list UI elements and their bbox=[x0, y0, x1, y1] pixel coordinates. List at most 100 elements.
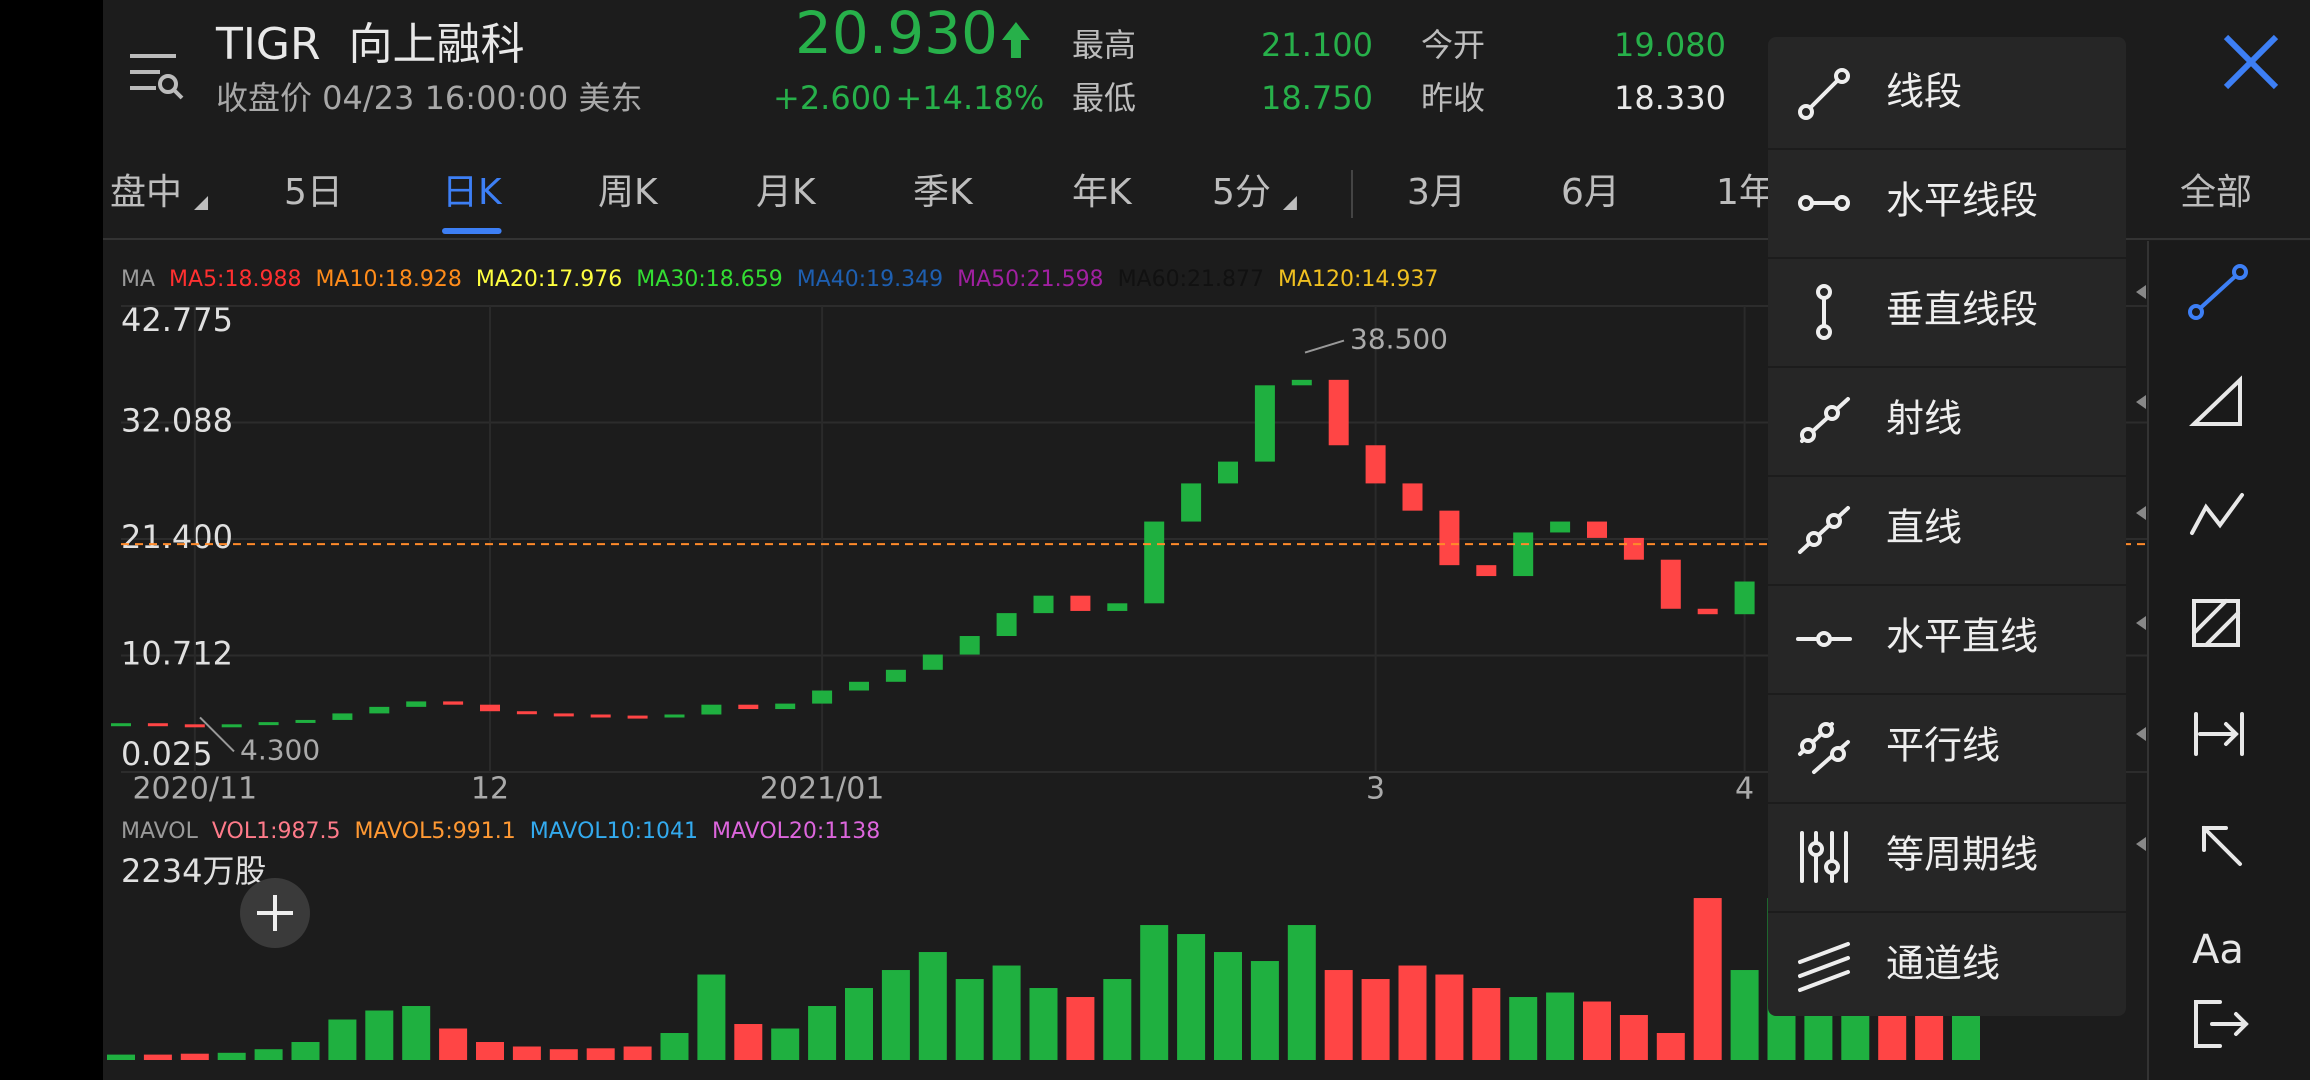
tool-icon[interactable] bbox=[2189, 375, 2242, 426]
tool-icon[interactable] bbox=[2194, 270, 2242, 314]
volume-bar bbox=[1583, 1001, 1611, 1060]
tab[interactable]: 日K bbox=[442, 172, 503, 213]
candle bbox=[738, 704, 759, 710]
tab-menu-caret bbox=[194, 196, 209, 210]
tab[interactable]: 季K bbox=[913, 172, 974, 213]
menu-item[interactable]: 水平线段 bbox=[1886, 179, 2038, 223]
tab[interactable]: 周K bbox=[598, 172, 659, 213]
volume-bar bbox=[955, 979, 984, 1060]
menu-item[interactable]: 射线 bbox=[1886, 397, 1962, 441]
legend-item: MA20:17.976 bbox=[476, 267, 622, 292]
x-tick-label: 12 bbox=[471, 772, 509, 807]
icon-dot bbox=[1834, 68, 1850, 84]
menu-item-icon[interactable] bbox=[1798, 68, 1850, 120]
candle bbox=[959, 636, 980, 655]
volume-bar bbox=[1287, 925, 1316, 1060]
menu-item-icon[interactable] bbox=[1816, 284, 1832, 340]
icon-dot bbox=[1808, 841, 1824, 857]
icon-dot bbox=[1798, 195, 1814, 211]
tab[interactable]: 盘中 bbox=[110, 172, 182, 213]
candle bbox=[406, 701, 427, 707]
close-button[interactable] bbox=[2223, 34, 2279, 90]
candle bbox=[701, 704, 722, 715]
candle bbox=[147, 723, 168, 727]
text-tool[interactable]: Aa bbox=[2192, 927, 2244, 973]
tool-icon[interactable] bbox=[2194, 712, 2244, 756]
tab[interactable]: 5分 bbox=[1212, 172, 1271, 213]
icon-dot bbox=[1826, 513, 1842, 529]
volume-bar bbox=[1435, 974, 1464, 1060]
volume-bar bbox=[107, 1054, 135, 1060]
candle bbox=[664, 714, 685, 718]
volume-bar bbox=[1398, 965, 1427, 1060]
volume-bar bbox=[1029, 988, 1058, 1060]
candle bbox=[849, 681, 869, 691]
legend-item: MAVOL10:1041 bbox=[530, 819, 698, 844]
menu-item[interactable]: 水平直线 bbox=[1886, 615, 2038, 659]
tool-icon-dot bbox=[2188, 304, 2204, 320]
candle bbox=[480, 704, 500, 712]
candle bbox=[1254, 385, 1275, 462]
icon-dot bbox=[1818, 722, 1834, 738]
tab-underline bbox=[442, 228, 502, 234]
tab[interactable]: 1年 bbox=[1716, 172, 1775, 213]
candle bbox=[1291, 379, 1312, 386]
menu-item[interactable]: 等周期线 bbox=[1886, 833, 2038, 877]
icon-line bbox=[1804, 74, 1844, 114]
volume-bar bbox=[512, 1046, 541, 1060]
candle bbox=[922, 654, 943, 670]
tab[interactable]: 月K bbox=[756, 172, 817, 213]
tab[interactable]: 3月 bbox=[1407, 172, 1466, 213]
candle bbox=[443, 701, 464, 705]
stat-label: 最低 bbox=[1072, 79, 1136, 117]
legend-item: MA60:21.877 bbox=[1118, 267, 1264, 292]
tab[interactable]: 全部 bbox=[2180, 172, 2252, 213]
candle bbox=[221, 724, 242, 728]
tab[interactable]: 年K bbox=[1072, 172, 1133, 213]
tab[interactable]: 5日 bbox=[284, 172, 343, 213]
menu-icon[interactable] bbox=[130, 54, 184, 100]
menu-item[interactable]: 平行线 bbox=[1886, 724, 2000, 768]
candle bbox=[1181, 483, 1202, 522]
submenu-caret bbox=[2136, 506, 2146, 520]
candle bbox=[369, 706, 390, 714]
candle bbox=[1513, 532, 1534, 577]
stat-label: 最高 bbox=[1072, 26, 1136, 64]
candle bbox=[1476, 565, 1497, 577]
tab-menu-caret bbox=[1282, 196, 1297, 210]
legend-item: MA120:14.937 bbox=[1278, 267, 1438, 292]
menu-item-icon[interactable] bbox=[1800, 397, 1850, 443]
tool-icon[interactable] bbox=[2192, 599, 2240, 647]
menu-item-icon[interactable] bbox=[1798, 195, 1850, 211]
volume-bar bbox=[881, 970, 910, 1060]
volume-bar bbox=[845, 988, 873, 1060]
menu-item[interactable]: 线段 bbox=[1886, 70, 1962, 114]
volume-bar bbox=[1324, 970, 1353, 1060]
tool-icon[interactable] bbox=[2190, 493, 2244, 535]
tool-icon[interactable] bbox=[2202, 826, 2242, 866]
menu-item[interactable]: 直线 bbox=[1886, 506, 1962, 550]
stat-value: 18.330 bbox=[1614, 79, 1726, 117]
menu-item[interactable]: 垂直线段 bbox=[1886, 288, 2038, 332]
x-tick-label: 2021/01 bbox=[760, 772, 885, 807]
tool-icon[interactable] bbox=[2194, 1000, 2249, 1048]
menu-item-icon[interactable] bbox=[1798, 506, 1850, 554]
tab[interactable]: 6月 bbox=[1561, 172, 1620, 213]
candle bbox=[996, 613, 1017, 637]
candle bbox=[553, 713, 574, 717]
menu-item-icon[interactable] bbox=[1796, 631, 1852, 647]
volume-bar bbox=[918, 952, 947, 1060]
menu-item[interactable]: 通道线 bbox=[1886, 942, 2000, 986]
icon-dot bbox=[1816, 284, 1832, 300]
volume-bar bbox=[1546, 992, 1575, 1060]
volume-bar bbox=[1140, 925, 1169, 1060]
volume-bar bbox=[697, 974, 726, 1060]
candle bbox=[111, 723, 131, 727]
menu-item-icon[interactable] bbox=[1800, 831, 1848, 883]
menu-item-icon[interactable] bbox=[1798, 722, 1850, 774]
candle bbox=[1070, 595, 1091, 611]
volume-bar bbox=[254, 1049, 283, 1060]
annotation-leader bbox=[199, 716, 235, 753]
menu-item-icon[interactable] bbox=[1798, 942, 1850, 992]
